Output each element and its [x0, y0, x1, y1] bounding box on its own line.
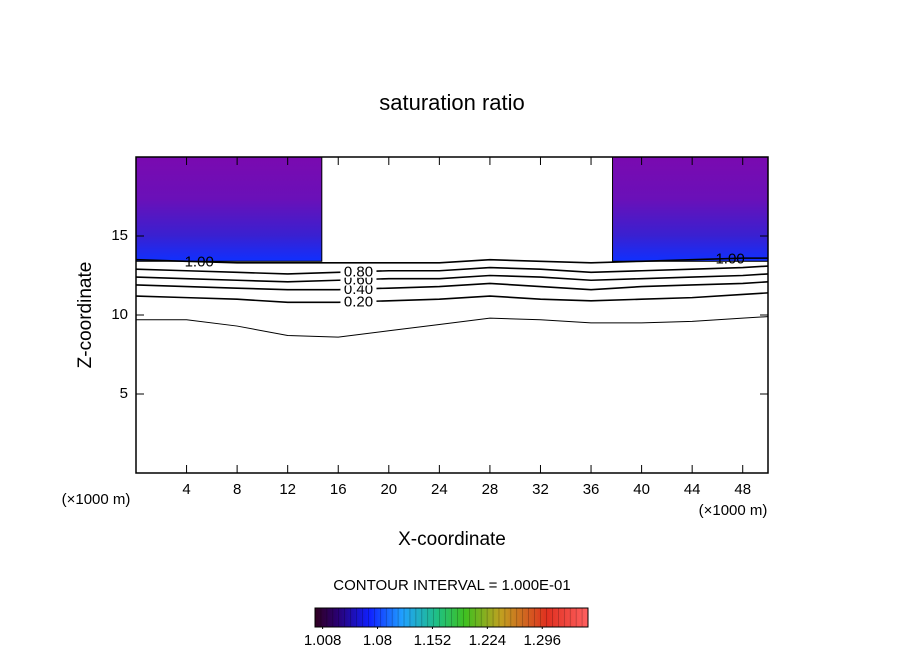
y-tick-label: 5 [120, 385, 128, 402]
contour-label: 0.20 [344, 294, 373, 311]
x-tick-label: 12 [279, 481, 296, 498]
x-axis-label: X-coordinate [398, 529, 506, 550]
contour-label-bg [340, 283, 377, 296]
colorbar-tick-label: 1.08 [363, 632, 392, 649]
contour-line [135, 273, 769, 283]
y-tick-label: 15 [111, 227, 128, 244]
x-tick-label: 32 [532, 481, 549, 498]
contour-interval: CONTOUR INTERVAL = 1.000E-01 [333, 577, 570, 594]
y-tick-label: 10 [111, 306, 128, 323]
contour-line [135, 281, 769, 291]
contour-label: 0.80 [344, 264, 373, 281]
contour-label: 1.00 [185, 254, 214, 271]
x-tick-label: 48 [734, 481, 751, 498]
colorbar-tick-label: 1.224 [469, 632, 507, 649]
y-axis-label: Z-coordinate [75, 262, 96, 369]
contour-line [136, 316, 769, 338]
x-tick-label: 36 [583, 481, 600, 498]
y-unit: (×1000 m) [62, 491, 131, 508]
contour-line [135, 257, 768, 264]
contour-label-bg [340, 265, 377, 278]
colorbar-tick-label: 1.296 [523, 632, 561, 649]
colorbar [314, 607, 589, 628]
x-tick-label: 28 [482, 481, 499, 498]
x-tick-label: 4 [182, 481, 190, 498]
x-tick-label: 44 [684, 481, 701, 498]
x-tick-label: 24 [431, 481, 448, 498]
contour-line [135, 265, 769, 275]
contour-label-bg [340, 295, 377, 308]
chart-title: saturation ratio [379, 90, 525, 115]
x-tick-label: 40 [633, 481, 650, 498]
x-unit: (×1000 m) [699, 502, 768, 519]
colorbar-tick-label: 1.008 [304, 632, 342, 649]
shaded-region [135, 156, 323, 262]
shaded-region [612, 156, 769, 262]
contour-line [135, 292, 769, 304]
contour-label: 1.00 [715, 250, 744, 267]
colorbar-tick-label: 1.152 [414, 632, 452, 649]
x-tick-label: 8 [233, 481, 241, 498]
x-tick-label: 16 [330, 481, 347, 498]
x-tick-label: 20 [380, 481, 397, 498]
